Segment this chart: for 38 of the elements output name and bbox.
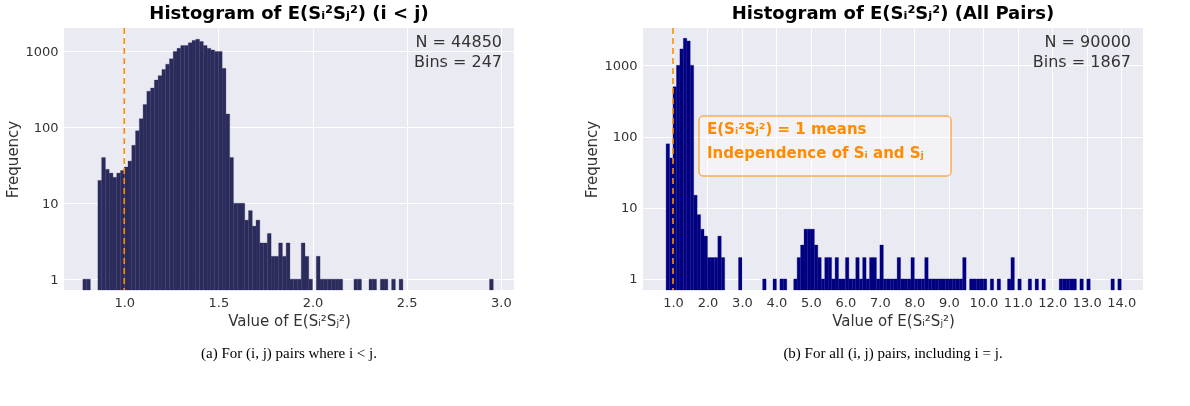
- chart-title: Histogram of E(Sᵢ²Sⱼ²) (i < j): [149, 2, 429, 24]
- x-tick-label: 2.0: [697, 294, 719, 310]
- y-tick-label: 100: [33, 119, 59, 135]
- x-tick-label: 11.0: [1003, 294, 1033, 310]
- x-tick-label: 1.0: [114, 294, 136, 310]
- y-axis-title: Frequency: [583, 120, 602, 199]
- chart-title: Histogram of E(Sᵢ²Sⱼ²) (All Pairs): [731, 2, 1055, 24]
- x-tick-label: 1.0: [663, 294, 684, 310]
- annotation: E(Sᵢ²Sⱼ²) = 1 means Independence of Sᵢ and Sⱼ: [707, 120, 924, 162]
- text: (b) For all (i, j) pairs, including i = j.: [783, 345, 1003, 362]
- annotation: N = 44850 Bins = 247: [413, 32, 502, 71]
- y-axis-title: Frequency: [4, 120, 23, 199]
- x-tick-label: 5.0: [801, 294, 822, 310]
- y-tick-label: 1: [50, 271, 59, 287]
- x-tick-label: 12.0: [1038, 294, 1068, 310]
- y-tick-label: 10: [41, 195, 59, 211]
- annotation: N = 90000 Bins = 1867: [1032, 32, 1131, 71]
- y-tick-label: 100: [612, 129, 638, 145]
- x-tick-label: 2.0: [302, 294, 324, 310]
- y-tick-label: 1000: [604, 57, 638, 73]
- x-tick-label: 13.0: [1072, 294, 1102, 310]
- x-tick-label: 3.0: [490, 294, 512, 310]
- x-tick-label: 10.0: [969, 294, 999, 310]
- x-tick-label: 4.0: [766, 294, 788, 310]
- x-tick-label: 2.5: [396, 294, 418, 310]
- x-tick-label: 3.0: [732, 294, 753, 310]
- x-axis-title: Value of E(Sᵢ²Sⱼ²): [228, 311, 351, 330]
- x-tick-label: 9.0: [939, 294, 960, 310]
- x-tick-label: 1.5: [208, 294, 230, 310]
- x-tick-label: 8.0: [904, 294, 926, 310]
- x-tick-label: 6.0: [835, 294, 857, 310]
- y-tick-label: 1000: [25, 44, 59, 59]
- y-tick-label: 1: [629, 271, 638, 287]
- x-tick-label: 7.0: [870, 294, 891, 310]
- text: (a) For (i, j) pairs where i < j.: [201, 345, 377, 362]
- x-axis-title: Value of E(Sᵢ²Sⱼ²): [832, 311, 955, 330]
- x-tick-label: 14.0: [1107, 294, 1137, 310]
- y-tick-label: 10: [620, 200, 638, 216]
